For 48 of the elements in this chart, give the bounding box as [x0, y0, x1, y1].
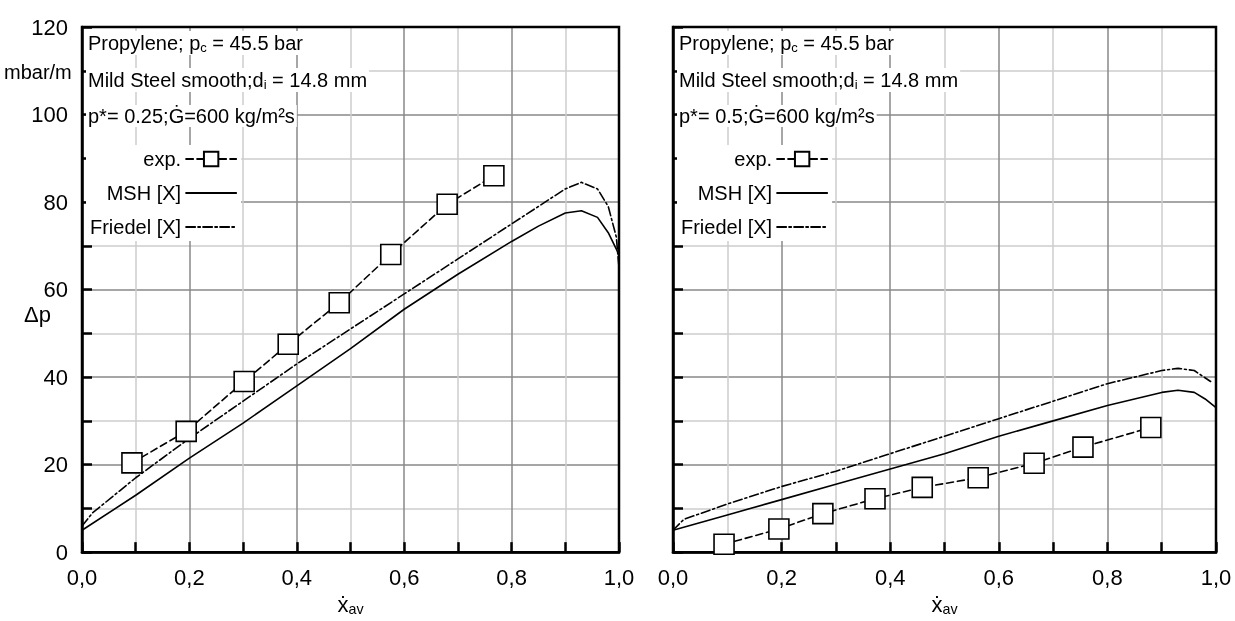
x-tick-label: 0,2 — [174, 564, 205, 590]
point — [379, 243, 402, 266]
y-tick-label: 80 — [43, 189, 68, 215]
point — [436, 193, 458, 216]
point — [483, 164, 505, 187]
x-tick-label: 0,4 — [281, 564, 313, 590]
x-tick-label: 0,8 — [1092, 564, 1123, 590]
x-tick-label: 0,6 — [983, 564, 1015, 590]
point — [121, 452, 143, 474]
y-tick-label: 60 — [43, 277, 68, 303]
point — [768, 518, 790, 540]
y-tick-label: 20 — [43, 452, 68, 478]
annotation: p*= 0.25;Ġ=600 kg/m²s — [88, 105, 295, 127]
text: mbar/m — [4, 61, 72, 83]
point — [1023, 452, 1045, 475]
legend-label: exp. — [143, 148, 182, 170]
point — [864, 487, 886, 510]
y-tick-label: 0 — [55, 539, 68, 565]
legend-label: Friedel [X] — [680, 216, 773, 238]
x-tick-label: 1,0 — [603, 564, 635, 590]
annotation: p*= 0.5;Ġ=600 kg/m²s — [679, 105, 875, 127]
point — [967, 466, 989, 489]
point — [713, 533, 735, 556]
x-tick-label: 0,6 — [388, 564, 420, 590]
x-tick-label: 0,4 — [874, 564, 906, 590]
point — [1140, 416, 1162, 439]
x-axis-title: ẋav — [337, 591, 365, 617]
x-tick-label: 1,0 — [1200, 564, 1232, 590]
y-tick-label: 120 — [31, 14, 68, 40]
legend-label: exp. — [734, 148, 773, 170]
point — [277, 333, 300, 356]
point — [328, 291, 351, 314]
y-axis-title: Δp — [24, 301, 51, 327]
x-tick-label: 0,8 — [496, 564, 527, 590]
x-axis-title: ẋav — [931, 591, 959, 617]
point — [1072, 436, 1094, 458]
y-tick-label: 100 — [31, 102, 68, 128]
x-tick-label: 0,2 — [766, 564, 797, 590]
point — [233, 370, 255, 393]
point — [911, 476, 934, 499]
y-tick-label: 40 — [43, 364, 68, 390]
x-tick-label: 0,0 — [66, 564, 98, 590]
point — [812, 502, 834, 525]
legend-label: MSH [X] — [106, 182, 182, 204]
legend-label: MSH [X] — [697, 182, 773, 204]
point — [175, 420, 197, 443]
x-tick-label: 0,0 — [657, 564, 689, 590]
legend-label: Friedel [X] — [89, 216, 182, 238]
